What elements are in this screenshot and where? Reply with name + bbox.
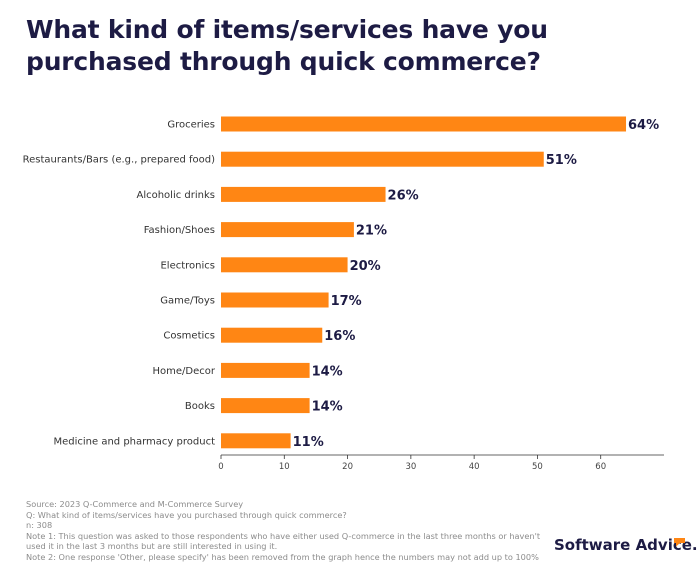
- x-tick-label: 0: [218, 462, 223, 472]
- data-label: 26%: [388, 188, 419, 203]
- data-label: 16%: [324, 329, 355, 344]
- category-label: Home/Decor: [153, 366, 216, 377]
- x-tick-label: 20: [342, 462, 353, 472]
- data-label: 14%: [312, 400, 343, 415]
- category-label: Electronics: [160, 260, 215, 271]
- bar-chart: Groceries 64% Restaurants/Bars (e.g., prep…: [23, 116, 664, 472]
- note-1: Note 1: This question was asked to those…: [26, 530, 541, 552]
- x-tick-label: 40: [469, 462, 480, 472]
- data-label: 11%: [293, 435, 324, 450]
- bar: [221, 398, 310, 414]
- x-axis: 0 10 20 30 40 50 60: [218, 454, 664, 472]
- bar: [221, 327, 323, 343]
- question-note: Q: What kind of items/services have you …: [26, 509, 347, 520]
- data-label: 14%: [312, 364, 343, 379]
- logo-accent-icon: [674, 538, 685, 547]
- software-advice-logo: Software Advice.: [554, 536, 698, 554]
- category-label: Medicine and pharmacy product: [53, 436, 215, 447]
- note-2: Note 2: One response 'Other, please spec…: [26, 551, 539, 562]
- category-label: Groceries: [167, 120, 215, 131]
- bar: [221, 151, 544, 167]
- bars-layer: Groceries 64% Restaurants/Bars (e.g., prep…: [23, 116, 659, 450]
- bar: [221, 362, 310, 378]
- category-label: Alcoholic drinks: [136, 190, 215, 201]
- footnotes: Source: 2023 Q-Commerce and M-Commerce S…: [26, 499, 546, 562]
- x-tick-label: 50: [532, 462, 543, 472]
- category-label: Books: [185, 401, 215, 412]
- bar: [221, 292, 329, 308]
- x-tick-label: 60: [595, 462, 606, 472]
- source-note: Source: 2023 Q-Commerce and M-Commerce S…: [26, 499, 244, 509]
- data-label: 21%: [356, 224, 387, 239]
- data-label: 64%: [628, 118, 659, 133]
- chart-title: What kind of items/services have you pur…: [26, 15, 548, 76]
- x-tick-label: 30: [405, 462, 416, 472]
- bar: [221, 257, 348, 273]
- data-label: 51%: [546, 153, 577, 168]
- data-label: 20%: [350, 259, 381, 274]
- category-label: Restaurants/Bars (e.g., prepared food): [23, 155, 215, 166]
- bar: [221, 222, 354, 238]
- bar: [221, 116, 627, 132]
- category-label: Game/Toys: [160, 296, 215, 307]
- data-label: 17%: [331, 294, 362, 309]
- sample-size-note: n: 308: [26, 520, 53, 530]
- bar: [221, 186, 386, 202]
- category-label: Cosmetics: [163, 331, 215, 342]
- category-label: Fashion/Shoes: [144, 225, 215, 236]
- bar: [221, 433, 291, 449]
- x-tick-label: 10: [279, 462, 290, 472]
